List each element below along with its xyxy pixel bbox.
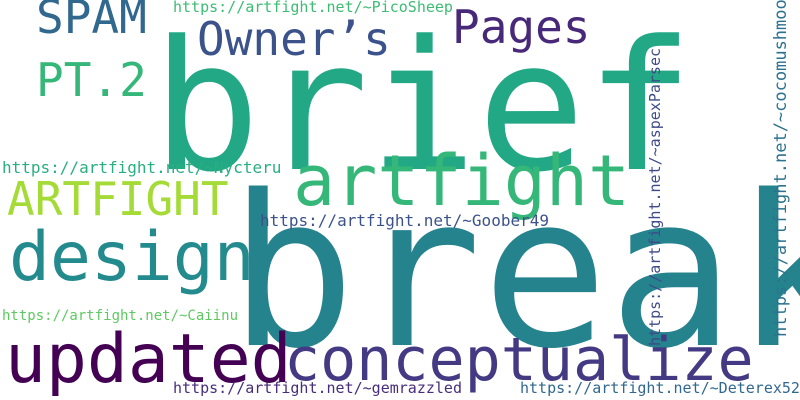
- url-deterex525: https://artfight.net/~Deterex525: [520, 379, 800, 397]
- url-goober49: https://artfight.net/~Goober49: [260, 211, 549, 230]
- word-pages: Pages: [452, 0, 591, 54]
- word-artfight: artfight: [293, 140, 631, 222]
- word-spam: SPAM: [36, 0, 147, 44]
- url-picosheep: https://artfight.net/~PicoSheep: [173, 0, 453, 16]
- word-artfight-caps: ARTFIGHT: [7, 172, 229, 226]
- word-conceptualize: conceptualize: [284, 325, 754, 395]
- word-break: break: [229, 150, 800, 395]
- url-aspexparsec: https://artfight.net/~aspexParsec: [646, 47, 664, 346]
- url-nycteru: https://artfight.net/~Nycteru: [2, 158, 282, 177]
- word-owners: Owner’s: [197, 12, 391, 66]
- word-design: design: [9, 218, 255, 297]
- word-pt2: PT.2: [36, 53, 147, 107]
- word-brief: brief: [152, 3, 694, 212]
- url-gemrazzled: https://artfight.net/~gemrazzled: [173, 379, 462, 397]
- url-cocomushmoon: https://artfight.net/~cocomushmoon: [771, 0, 791, 337]
- url-caiinu: https://artfight.net/~Caiinu: [2, 308, 239, 324]
- word-updated: updated: [5, 320, 292, 399]
